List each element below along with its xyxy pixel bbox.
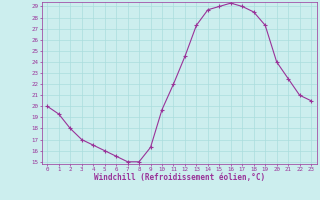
X-axis label: Windchill (Refroidissement éolien,°C): Windchill (Refroidissement éolien,°C) [94,173,265,182]
